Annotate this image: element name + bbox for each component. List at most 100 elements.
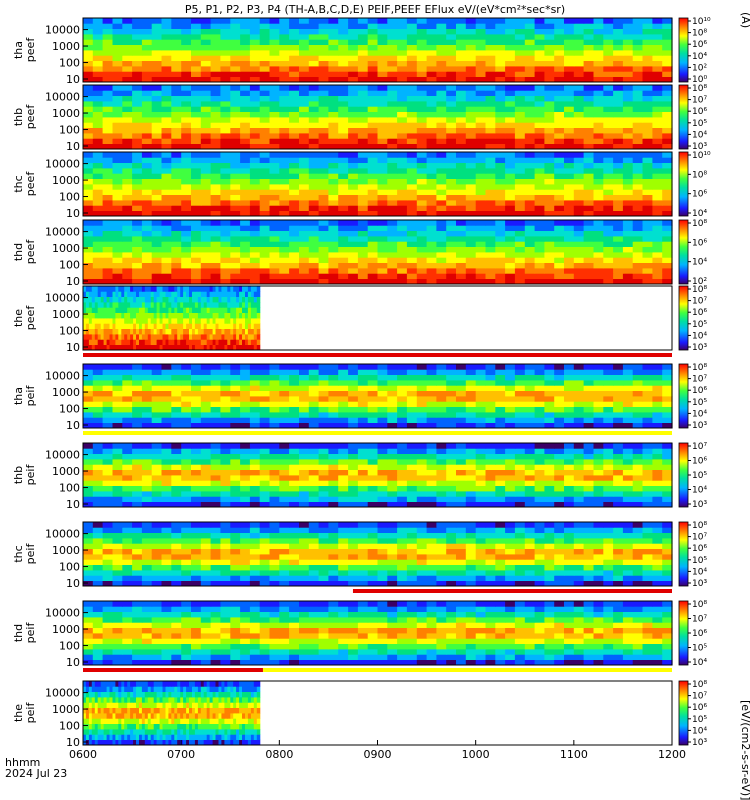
spectrogram-cell bbox=[613, 143, 624, 150]
spectrogram-cell bbox=[279, 496, 290, 502]
spectrogram-cell bbox=[544, 184, 555, 190]
spectrogram-cell bbox=[593, 475, 604, 481]
spectrogram-cell bbox=[348, 252, 359, 258]
spectrogram-cell bbox=[112, 194, 123, 201]
spectrogram-cell bbox=[181, 459, 192, 465]
spectrogram-cell bbox=[112, 111, 123, 118]
spectrogram-cell bbox=[583, 246, 594, 253]
spectrogram-cell bbox=[151, 71, 163, 77]
spectrogram-cell bbox=[308, 117, 320, 123]
spectrogram-cell bbox=[122, 117, 133, 123]
spectrogram-cell bbox=[249, 262, 261, 269]
spectrogram-cell bbox=[318, 422, 329, 429]
spectrogram-cell bbox=[83, 236, 94, 242]
spectrogram-cell bbox=[622, 385, 634, 391]
spectrogram-cell bbox=[141, 157, 153, 163]
spectrogram-cell bbox=[573, 50, 585, 56]
spectrogram-cell bbox=[259, 220, 271, 226]
spectrogram-cell bbox=[652, 496, 663, 502]
spectrogram-cell bbox=[367, 401, 379, 407]
spectrogram-cell bbox=[416, 390, 428, 397]
spectrogram-cell bbox=[141, 66, 153, 72]
spectrogram-cell bbox=[583, 157, 594, 163]
spectrogram-cell bbox=[465, 127, 477, 134]
spectrogram-cell bbox=[92, 143, 104, 150]
spectrogram-cell bbox=[279, 374, 290, 381]
spectrogram-cell bbox=[215, 291, 219, 297]
spectrogram-cell bbox=[564, 262, 575, 269]
spectrogram-cell bbox=[564, 143, 575, 150]
spectrogram-cell bbox=[583, 117, 594, 123]
spectrogram-cell bbox=[102, 168, 113, 174]
spectrogram-cell bbox=[194, 328, 199, 335]
spectrogram-cell bbox=[240, 23, 251, 29]
spectrogram-cell bbox=[269, 76, 280, 83]
spectrogram-cell bbox=[357, 475, 369, 481]
spectrogram-cell bbox=[554, 28, 565, 35]
spectrogram-cell bbox=[593, 60, 604, 67]
spectrogram-cell bbox=[249, 200, 261, 206]
spectrogram-cell bbox=[534, 200, 545, 206]
spectrogram-cell bbox=[465, 95, 477, 102]
spectrogram-cell bbox=[357, 143, 369, 150]
spectrogram-cell bbox=[100, 323, 105, 329]
spectrogram-cell bbox=[662, 412, 673, 418]
spectrogram-cell bbox=[132, 194, 143, 201]
spectrogram-cell bbox=[446, 133, 457, 139]
spectrogram-cell bbox=[289, 225, 300, 231]
spectrogram-cell bbox=[446, 138, 457, 144]
spectrogram-cell bbox=[446, 374, 457, 381]
spectrogram-cell bbox=[406, 374, 418, 381]
spectrogram-cell bbox=[328, 480, 339, 486]
spectrogram-cell bbox=[159, 328, 164, 335]
spectrogram-cell bbox=[505, 205, 516, 211]
spectrogram-cell bbox=[495, 205, 506, 211]
spectrogram-cell bbox=[534, 491, 545, 497]
spectrogram-cell bbox=[132, 34, 143, 40]
spectrogram-cell bbox=[524, 85, 536, 91]
spectrogram-cell bbox=[406, 385, 418, 391]
spectrogram-cell bbox=[357, 133, 369, 139]
spectrogram-cell bbox=[200, 60, 212, 67]
spectrogram-cell bbox=[456, 184, 467, 190]
spectrogram-cell bbox=[210, 220, 221, 226]
spectrogram-cell bbox=[102, 194, 113, 201]
spectrogram-cell bbox=[426, 385, 437, 391]
spectrogram-cell bbox=[279, 390, 290, 397]
spectrogram-cell bbox=[318, 364, 329, 370]
spectrogram-cell bbox=[171, 76, 182, 83]
spectrogram-cell bbox=[387, 95, 398, 102]
spectrogram-cell bbox=[94, 296, 99, 303]
spectrogram-cell bbox=[236, 291, 240, 297]
spectrogram-cell bbox=[122, 464, 133, 470]
spectrogram-cell bbox=[122, 406, 133, 413]
spectrogram-cell bbox=[83, 184, 94, 190]
spectrogram-cell bbox=[456, 401, 467, 407]
spectrogram-cell bbox=[124, 323, 128, 329]
spectrogram-cell bbox=[88, 312, 93, 319]
spectrogram-cell bbox=[338, 262, 349, 269]
spectrogram-cell bbox=[406, 496, 418, 502]
spectrogram-cell bbox=[279, 85, 290, 91]
spectrogram-cell bbox=[387, 28, 398, 35]
spectrogram-cell bbox=[613, 401, 624, 407]
spectrogram-cell bbox=[191, 246, 202, 253]
spectrogram-cell bbox=[662, 268, 673, 274]
spectrogram-cell bbox=[92, 152, 104, 158]
spectrogram-cell bbox=[367, 480, 379, 486]
spectrogram-cell bbox=[436, 127, 447, 134]
spectrogram-cell bbox=[133, 286, 137, 292]
spectrogram-cell bbox=[249, 143, 261, 150]
spectrogram-cell bbox=[230, 307, 234, 313]
spectrogram-cell bbox=[662, 101, 673, 107]
spectrogram-cell bbox=[348, 143, 359, 150]
spectrogram-cell bbox=[367, 152, 379, 158]
spectrogram-cell bbox=[446, 184, 457, 190]
spectrogram-cell bbox=[446, 34, 457, 40]
spectrogram-cell bbox=[259, 39, 271, 45]
spectrogram-cell bbox=[603, 168, 614, 174]
spectrogram-cell bbox=[139, 291, 143, 297]
spectrogram-cell bbox=[191, 252, 202, 258]
spectrogram-cell bbox=[416, 178, 428, 185]
spectrogram-cell bbox=[475, 39, 487, 45]
